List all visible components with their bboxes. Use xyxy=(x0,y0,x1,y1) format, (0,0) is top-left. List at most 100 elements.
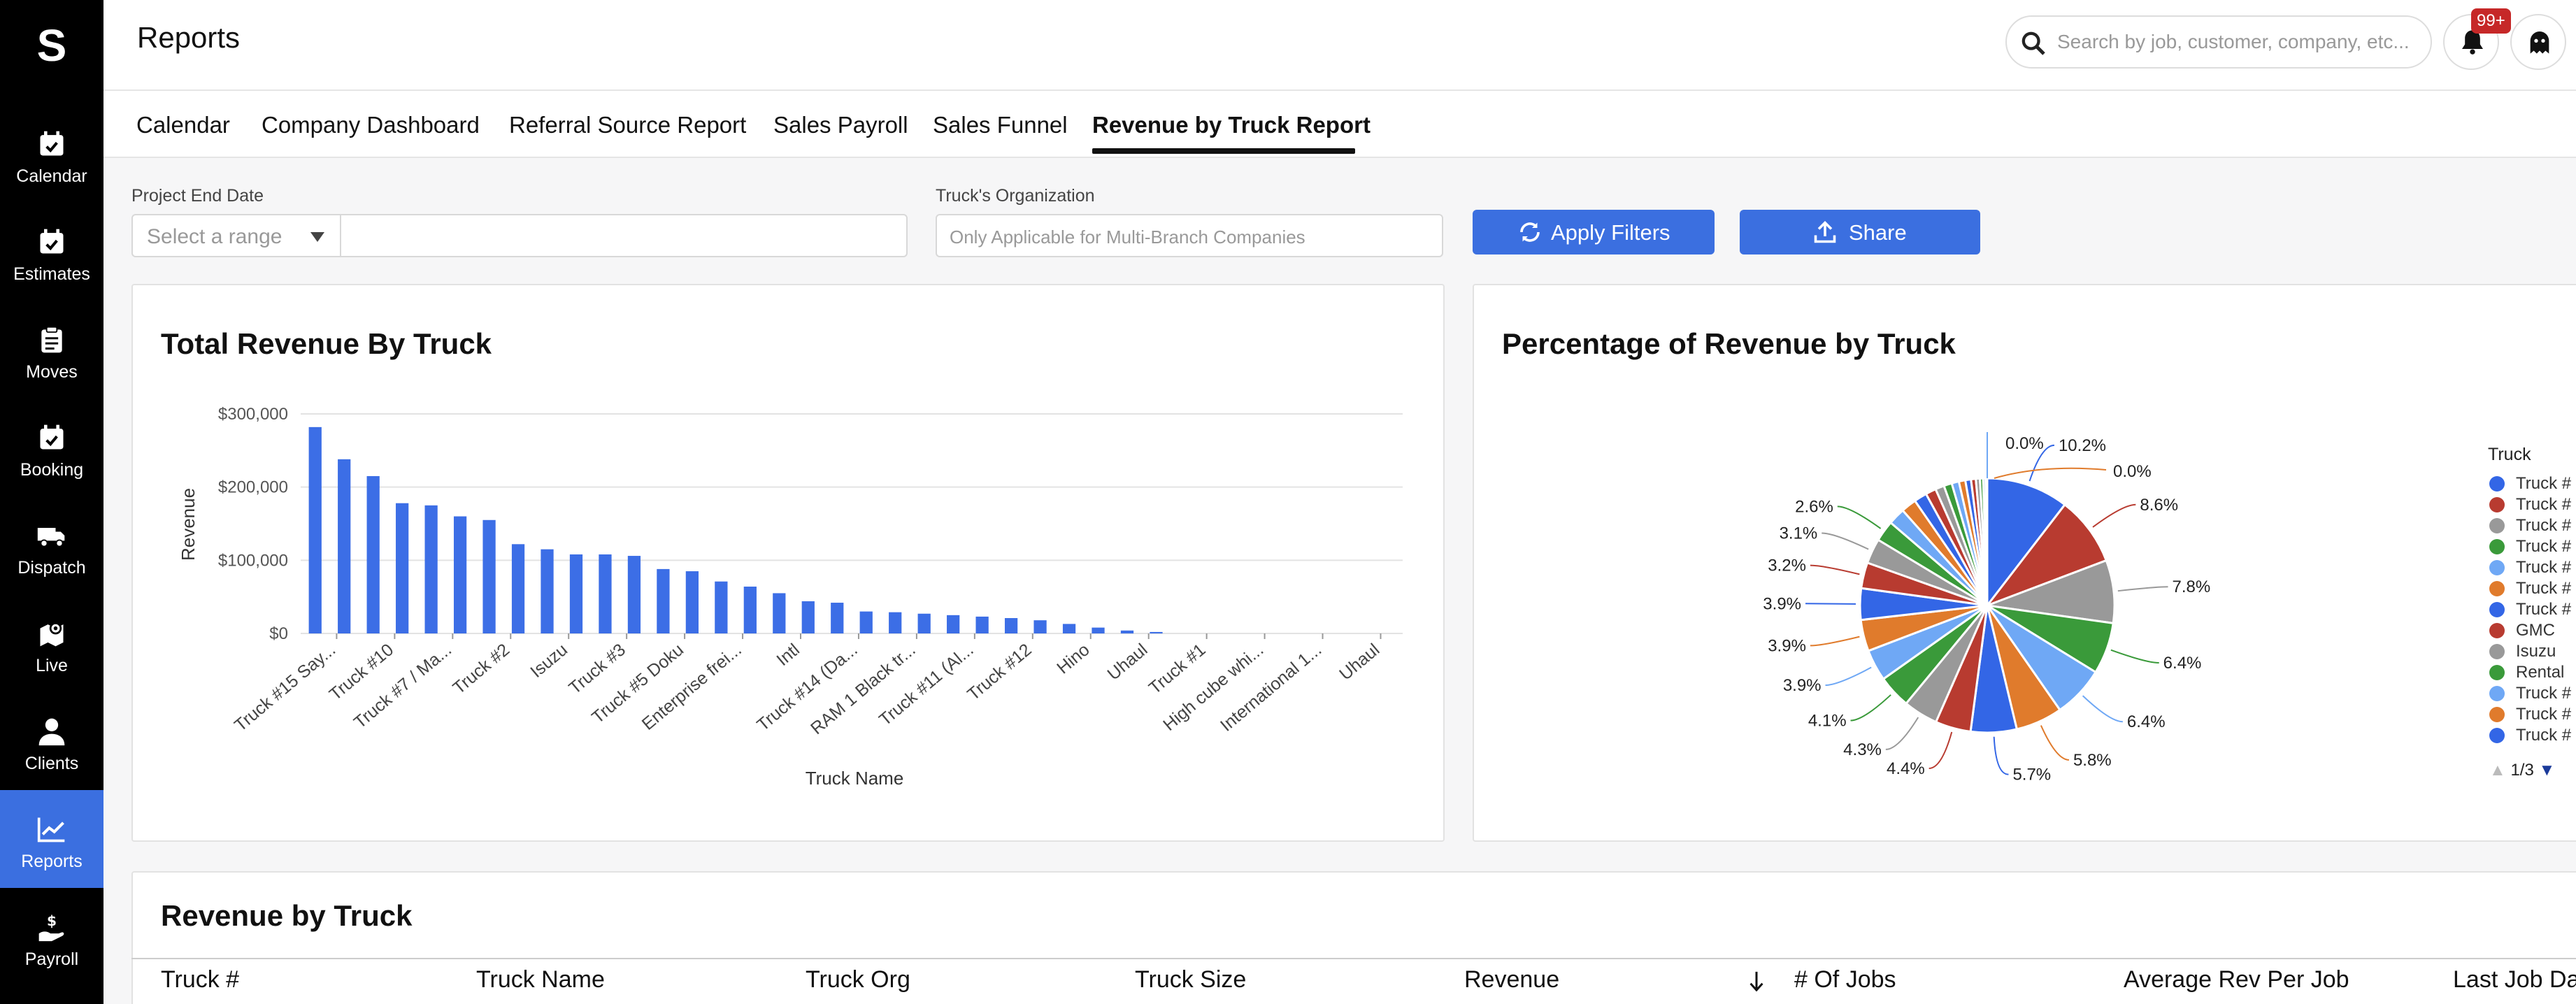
sidebar-item-booking[interactable]: Booking xyxy=(0,399,103,496)
tab-company-dashboard[interactable]: Company Dashboard xyxy=(262,112,480,138)
bar[interactable] xyxy=(773,593,786,633)
sidebar-item-estimates[interactable]: Estimates xyxy=(0,203,103,301)
legend-swatch xyxy=(2489,539,2505,554)
bar[interactable] xyxy=(657,568,670,633)
pie-leader-line xyxy=(1885,717,1919,750)
clipboard-icon xyxy=(41,326,62,353)
pie-slice-label: 10.2% xyxy=(2059,436,2106,455)
pie-leader-line xyxy=(2082,695,2123,723)
sidebar-item-reports[interactable]: Reports xyxy=(0,790,103,888)
bar[interactable] xyxy=(396,503,409,633)
profile-button[interactable] xyxy=(2510,14,2566,70)
bar[interactable] xyxy=(482,519,496,633)
bar[interactable] xyxy=(685,571,699,633)
range-select-placeholder: Select a range xyxy=(147,225,282,248)
bar[interactable] xyxy=(541,549,554,633)
bar[interactable] xyxy=(511,544,525,633)
x-tick-label: Truck #2 xyxy=(449,640,513,698)
sidebar-item-label: Moves xyxy=(26,362,78,382)
bar[interactable] xyxy=(831,603,844,633)
bar[interactable] xyxy=(308,426,322,633)
truck-org-label: Truck's Organization xyxy=(936,186,1095,206)
column-header-revenue[interactable]: Revenue xyxy=(1464,966,1560,993)
column-header-truck-size[interactable]: Truck Size xyxy=(1135,966,1247,993)
bar[interactable] xyxy=(975,616,989,633)
legend-swatch xyxy=(2489,686,2505,701)
legend-item-label: Truck # xyxy=(2516,579,2572,598)
bar[interactable] xyxy=(947,615,960,633)
pie-leader-line xyxy=(1810,636,1860,647)
app-logo[interactable]: S xyxy=(36,20,67,71)
x-tick-label: Intl xyxy=(773,640,803,670)
revenue-pie-chart: 10.2% 8.6% 7.8% 6.4% 6.4% 5.8% 5.7% 4.4% 4.3% 4.1… xyxy=(1763,432,2211,784)
bar[interactable] xyxy=(627,556,641,633)
pie-slice[interactable] xyxy=(1984,503,2108,608)
legend-next-icon[interactable]: ▼ xyxy=(2538,761,2556,780)
bar[interactable] xyxy=(1120,630,1134,633)
sidebar-item-calendar[interactable]: Calendar xyxy=(0,105,103,203)
sidebar-item-payroll[interactable]: $ Payroll xyxy=(0,888,103,986)
bar[interactable] xyxy=(1062,624,1076,633)
column-header-truck-number[interactable]: Truck # xyxy=(161,966,240,993)
pie-slice[interactable] xyxy=(1986,477,2067,609)
truck-org-input[interactable]: Only Applicable for Multi-Branch Compani… xyxy=(936,214,1443,257)
tab-sales-payroll[interactable]: Sales Payroll xyxy=(773,112,908,138)
column-header-truck-org[interactable]: Truck Org xyxy=(806,966,910,993)
bar[interactable] xyxy=(1004,618,1018,633)
bar[interactable] xyxy=(743,587,757,633)
table-header-divider xyxy=(131,958,2576,959)
bar[interactable] xyxy=(801,601,815,633)
pie-slice[interactable] xyxy=(1987,559,2116,625)
calendar-icon xyxy=(40,131,64,156)
pie-leader-line xyxy=(2117,586,2168,592)
bar[interactable] xyxy=(715,581,728,633)
legend-swatch xyxy=(2489,707,2505,722)
date-range-input[interactable] xyxy=(340,214,908,257)
search-input[interactable] xyxy=(2057,27,2421,57)
sidebar-item-dispatch[interactable]: Dispatch xyxy=(0,496,103,594)
pie-slice-label: 3.2% xyxy=(1768,557,1806,575)
bar[interactable] xyxy=(453,516,467,633)
tab-revenue-by-truck-report[interactable]: Revenue by Truck Report xyxy=(1092,112,1371,138)
sort-descending-icon[interactable] xyxy=(1748,970,1765,991)
bar[interactable] xyxy=(569,554,583,633)
bar[interactable] xyxy=(366,475,380,633)
bar[interactable] xyxy=(917,613,931,633)
legend-prev-icon[interactable]: ▲ xyxy=(2489,761,2506,780)
pie-leader-line xyxy=(1822,532,1869,550)
legend-item-label: Truck # xyxy=(2516,726,2572,745)
project-end-date-label: Project End Date xyxy=(131,186,264,206)
share-button[interactable]: Share xyxy=(1740,210,1980,254)
tab-calendar[interactable]: Calendar xyxy=(136,112,230,138)
legend-item-label: Rental xyxy=(2516,663,2565,682)
pie-slice-label: 4.1% xyxy=(1808,712,1847,731)
bar[interactable] xyxy=(1092,627,1105,633)
sidebar-item-label: Live xyxy=(36,656,68,675)
legend-pager[interactable]: ▲ 1/3 ▼ xyxy=(2489,761,2555,780)
legend-item-label: Truck # xyxy=(2516,684,2572,703)
bar-chart-title: Total Revenue By Truck xyxy=(161,327,492,360)
apply-filters-button[interactable]: Apply Filters xyxy=(1473,210,1715,254)
sidebar-item-live[interactable]: Live xyxy=(0,594,103,692)
bar[interactable] xyxy=(338,459,351,633)
sidebar-item-moves[interactable]: Moves xyxy=(0,301,103,399)
column-header-truck-name[interactable]: Truck Name xyxy=(476,966,605,993)
bar[interactable] xyxy=(599,554,612,633)
pie-slice-label: 2.6% xyxy=(1795,497,1833,516)
tab-referral-source-report[interactable]: Referral Source Report xyxy=(509,112,747,138)
sidebar-item-clients[interactable]: Clients xyxy=(0,692,103,790)
bar[interactable] xyxy=(859,611,873,633)
bar[interactable] xyxy=(424,505,438,633)
bar[interactable] xyxy=(1150,631,1163,633)
range-select[interactable]: Select a range xyxy=(131,214,341,257)
legend-swatch xyxy=(2489,581,2505,596)
tab-sales-funnel[interactable]: Sales Funnel xyxy=(933,112,1068,138)
column-header-avg-rev-per-job[interactable]: Average Rev Per Job xyxy=(2124,966,2349,993)
revenue-table-card: Revenue by Truck xyxy=(131,871,2576,1004)
search-box[interactable] xyxy=(2005,15,2432,69)
column-header-num-jobs[interactable]: # Of Jobs xyxy=(1794,966,1896,993)
bar[interactable] xyxy=(889,612,902,633)
column-header-last-job-date[interactable]: Last Job Da xyxy=(2453,966,2576,993)
bar[interactable] xyxy=(1033,620,1047,633)
pie-slice-label: 7.8% xyxy=(2173,578,2211,596)
